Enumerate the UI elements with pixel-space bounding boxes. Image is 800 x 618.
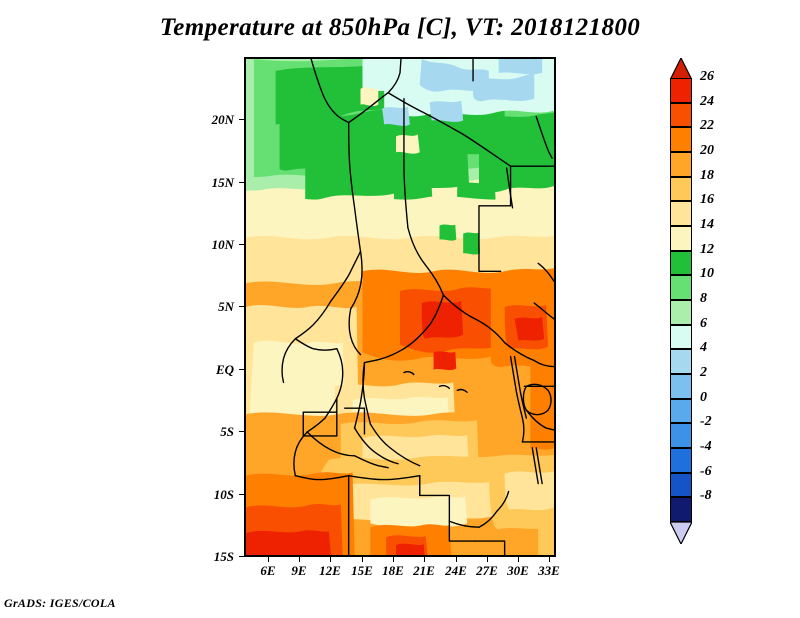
colorbar-tick-label: 22 xyxy=(700,118,714,134)
colorbar-swatch xyxy=(670,226,692,251)
x-axis-label: 24E xyxy=(445,563,467,578)
colorbar-tick-label: 24 xyxy=(700,93,714,109)
colorbar-tick-label: -8 xyxy=(700,488,712,504)
colorbar-tick-label: 8 xyxy=(700,291,707,306)
colorbar-swatch xyxy=(670,275,692,300)
colorbar-tick-label: -4 xyxy=(700,439,712,454)
colorbar-swatch xyxy=(670,152,692,177)
colorbar-swatch xyxy=(670,448,692,473)
map-plot-area xyxy=(244,57,556,557)
x-axis-label: 6E xyxy=(260,563,276,578)
colorbar-swatch xyxy=(670,102,692,128)
colorbar-tick-label: 20 xyxy=(700,143,714,158)
colorbar-tick-label: 6 xyxy=(700,315,707,331)
colorbar-swatch xyxy=(670,497,692,522)
colorbar-tick-label: 2 xyxy=(700,365,707,380)
x-axis-label: 15E xyxy=(351,563,373,578)
colorbar-tick-label: 26 xyxy=(700,69,714,84)
x-axis-label: 18E xyxy=(382,563,404,578)
x-axis-label: 27E xyxy=(476,563,498,578)
x-axis-label: 21E xyxy=(413,563,435,578)
x-axis-label: 33E xyxy=(538,563,560,578)
colorbar-swatch xyxy=(670,324,692,350)
colorbar-tick-label: 0 xyxy=(700,389,707,405)
colorbar-tick-label: 18 xyxy=(700,167,714,183)
colorbar-swatch xyxy=(670,300,692,325)
colorbar xyxy=(669,56,693,546)
grads-attribution: GrADS: IGES/COLA xyxy=(4,596,116,610)
colorbar-tick-label: -6 xyxy=(700,463,712,479)
y-axis-label: 10N xyxy=(211,237,234,252)
colorbar-swatch xyxy=(670,374,692,399)
colorbar-tick-label: 4 xyxy=(700,340,707,356)
page-title: Temperature at 850hPa [C], VT: 201812180… xyxy=(159,14,641,41)
y-axis-label: EQ xyxy=(215,362,234,377)
colorbar-swatch xyxy=(670,472,692,498)
colorbar-swatch xyxy=(670,127,692,152)
x-axis-label: 12E xyxy=(319,563,341,578)
colorbar-tick-label: -2 xyxy=(700,414,712,430)
colorbar-swatch xyxy=(670,423,692,448)
colorbar-tick-label: 10 xyxy=(700,266,714,282)
colorbar-bottom-arrow xyxy=(669,521,693,546)
colorbar-swatch xyxy=(670,78,692,103)
colorbar-swatch xyxy=(670,349,692,374)
y-axis-label: 15S xyxy=(213,549,234,564)
colorbar-swatch xyxy=(670,250,692,276)
colorbar-swatch xyxy=(670,398,692,424)
y-axis-label: 10S xyxy=(213,487,234,502)
colorbar-tick-label: 16 xyxy=(700,192,714,208)
colorbar-tick-label: 12 xyxy=(700,241,714,257)
y-axis-label: 15N xyxy=(211,175,234,190)
x-axis-label: 30E xyxy=(507,563,529,578)
colorbar-top-arrow xyxy=(669,56,693,81)
y-axis-label: 5N xyxy=(218,299,234,314)
colorbar-swatch xyxy=(670,201,692,226)
x-axis-label: 9E xyxy=(291,563,307,578)
colorbar-swatch xyxy=(670,176,692,202)
temperature-field xyxy=(246,59,554,555)
y-axis-label: 5S xyxy=(220,424,234,439)
y-axis-label: 20N xyxy=(211,112,234,127)
colorbar-tick-label: 14 xyxy=(700,217,714,232)
